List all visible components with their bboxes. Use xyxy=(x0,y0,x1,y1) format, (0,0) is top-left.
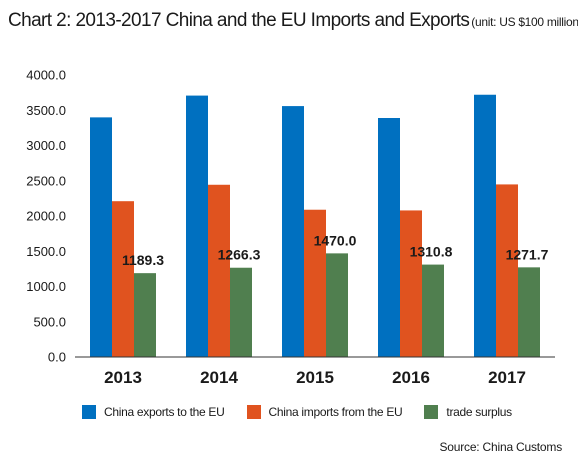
legend: China exports to the EU China imports fr… xyxy=(82,405,512,419)
legend-swatch-imports xyxy=(246,405,261,419)
y-tick-label: 500.0 xyxy=(33,314,66,329)
bars xyxy=(90,94,540,358)
legend-swatch-surplus xyxy=(424,405,439,419)
bar-surplus-2013 xyxy=(134,273,156,357)
legend-label-exports: China exports to the EU xyxy=(104,405,225,419)
data-labels: 1189.3 1266.3 1470.0 1310.8 1271.7 xyxy=(122,232,549,268)
x-tick-label-2014: 2014 xyxy=(200,368,238,387)
bar-exports-2013 xyxy=(90,117,112,357)
legend-item-exports: China exports to the EU xyxy=(82,405,225,419)
legend-item-imports: China imports from the EU xyxy=(246,405,403,419)
bar-imports-2015 xyxy=(304,209,326,357)
bar-imports-2016 xyxy=(400,210,422,357)
data-label-surplus-2016: 1310.8 xyxy=(410,244,453,260)
x-tick-label-2017: 2017 xyxy=(488,368,526,387)
legend-item-surplus: trade surplus xyxy=(424,405,512,419)
data-label-surplus-2015: 1470.0 xyxy=(314,232,357,248)
legend-swatch-exports xyxy=(82,405,96,419)
x-tick-label-2015: 2015 xyxy=(296,368,334,387)
legend-label-imports: China imports from the EU xyxy=(268,405,403,419)
y-tick-label: 2000.0 xyxy=(26,209,66,224)
y-tick-label: 3500.0 xyxy=(26,103,66,118)
bar-surplus-2015 xyxy=(326,253,348,357)
chart-title: Chart 2: 2013-2017 China and the EU Impo… xyxy=(8,10,470,31)
bar-imports-2014 xyxy=(208,184,230,357)
x-tick-label-2013: 2013 xyxy=(104,368,142,387)
y-tick-label: 4000.0 xyxy=(26,68,66,83)
bar-imports-2013 xyxy=(112,201,134,357)
x-axis: 2013 2014 2015 2016 2017 xyxy=(75,356,555,387)
bar-surplus-2016 xyxy=(422,264,444,357)
y-tick-label: 1000.0 xyxy=(26,279,66,294)
y-tick-label: 3000.0 xyxy=(26,138,66,153)
y-axis: 0.0 500.0 1000.0 1500.0 2000.0 2500.0 3000.0 35… xyxy=(26,68,66,365)
y-tick-label: 1500.0 xyxy=(26,244,66,259)
source-note: Source: China Customs xyxy=(439,440,562,454)
bar-exports-2016 xyxy=(378,118,400,357)
x-tick-label-2016: 2016 xyxy=(392,368,430,387)
bar-chart: 0.0 500.0 1000.0 1500.0 2000.0 2500.0 3000.0 35… xyxy=(26,68,555,387)
y-tick-label: 2500.0 xyxy=(26,173,66,188)
bar-exports-2014 xyxy=(186,95,208,357)
bar-exports-2017 xyxy=(474,94,496,358)
y-tick-label: 0.0 xyxy=(48,350,66,365)
chart-title-block: Chart 2: 2013-2017 China and the EU Impo… xyxy=(8,10,578,32)
bar-exports-2015 xyxy=(282,106,304,357)
data-label-surplus-2013: 1189.3 xyxy=(122,252,164,268)
bar-surplus-2014 xyxy=(230,267,252,357)
data-label-surplus-2014: 1266.3 xyxy=(218,247,261,263)
data-label-surplus-2017: 1271.7 xyxy=(506,246,549,262)
legend-label-surplus: trade surplus xyxy=(446,405,512,419)
unit-note: (unit: US $100 million) xyxy=(471,15,578,29)
bar-surplus-2017 xyxy=(518,267,540,357)
bar-imports-2017 xyxy=(496,184,518,357)
